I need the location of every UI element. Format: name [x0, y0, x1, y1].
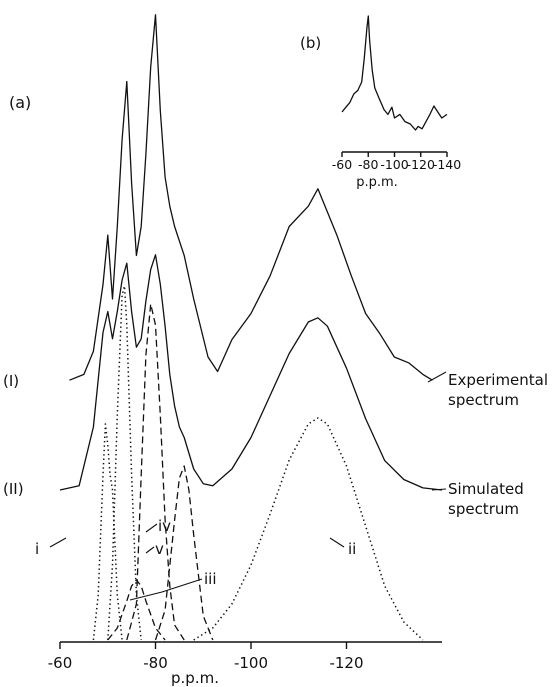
leader-i — [49, 537, 67, 548]
leader-simulated — [431, 488, 447, 491]
x-tick-label: -120 — [329, 654, 363, 672]
x-tick-label: -80 — [358, 157, 378, 172]
x-tick-label: -60 — [332, 157, 352, 172]
leader-iii — [129, 578, 203, 601]
x-ticks-a: -60 -80 -100 -120 — [48, 642, 364, 672]
series-label-ii: ii — [348, 540, 356, 558]
leader-v — [145, 546, 155, 554]
x-tick-label: -140 — [433, 157, 461, 172]
leader-experimental — [427, 371, 447, 383]
x-ticks-b: -60 -80 -100-120-140 — [332, 152, 461, 172]
series-i-line — [92, 423, 123, 641]
panel-b: (b) -60 -80 -100-120-140 p.p.m. — [300, 15, 461, 190]
experimental-label-line1: Experimental — [448, 371, 548, 389]
x-axis-label-b: p.p.m. — [356, 175, 398, 190]
leader-iv — [145, 523, 158, 533]
experimental-label-line2: spectrum — [448, 391, 519, 409]
leader-ii — [329, 537, 345, 548]
series-experimental-spectrum-line — [69, 14, 433, 381]
series-ii-line — [193, 417, 424, 641]
plot-area-a — [59, 14, 443, 641]
series-iii-line — [107, 579, 166, 641]
series-label-v: v — [155, 540, 164, 558]
plot-area-b — [341, 15, 448, 131]
series-label-i: i — [35, 540, 39, 558]
x-tick-label: -100 — [234, 654, 268, 672]
series-v-line — [154, 465, 214, 641]
x-axis-label-a: p.p.m. — [171, 669, 219, 687]
series-II-label: (II) — [3, 480, 24, 498]
panel-b-label: (b) — [300, 34, 321, 52]
series-label-iv: iv — [158, 517, 171, 535]
series-iv-line — [126, 303, 185, 641]
x-tick-label: -80 — [143, 654, 168, 672]
series-label-iii: iii — [204, 570, 217, 588]
simulated-label-line1: Simulated — [448, 480, 524, 498]
panel-a: (a) (I) (II) -60 -80 -100 -120 p.p.m. i ii … — [3, 14, 548, 687]
simulated-label-line2: spectrum — [448, 500, 519, 518]
x-tick-label: -100 — [380, 157, 408, 172]
panel-a-label: (a) — [9, 93, 31, 112]
x-tick-label: -120 — [407, 157, 435, 172]
series-I-label: (I) — [3, 372, 19, 390]
series-simulated-spectrum-line — [59, 254, 443, 491]
series-series-line — [341, 15, 448, 131]
x-tick-label: -60 — [48, 654, 73, 672]
